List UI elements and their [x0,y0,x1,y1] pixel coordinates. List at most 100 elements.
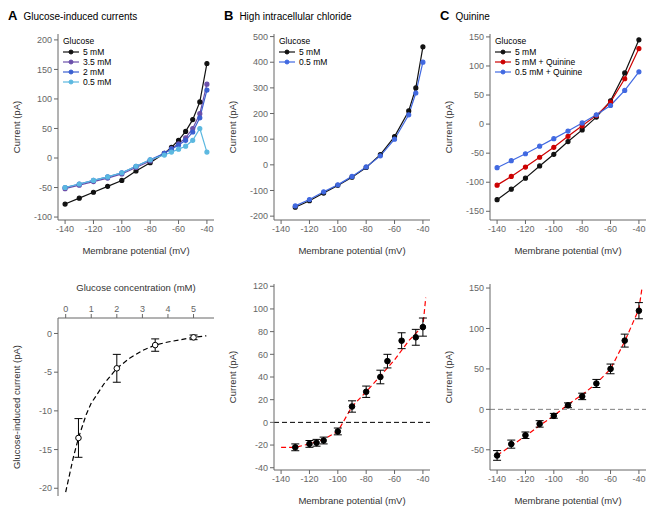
svg-text:-50: -50 [471,148,484,158]
svg-text:150: 150 [469,283,484,293]
svg-text:Current (pA): Current (pA) [11,101,22,153]
svg-text:0: 0 [63,304,68,314]
svg-text:-15: -15 [39,445,52,455]
svg-text:-80: -80 [144,224,157,234]
html-text:Glucose: Glucose [63,36,95,46]
html-text:C Quinine: C Quinine [440,8,490,23]
svg-text:Current (pA): Current (pA) [227,351,238,403]
svg-text:-120: -120 [300,224,318,234]
svg-text:1: 1 [89,304,94,314]
svg-text:40: 40 [258,372,268,382]
svg-text:-200: -200 [250,211,268,221]
svg-text:-120: -120 [516,474,534,484]
html-text:B High intracellular chloride: B High intracellular chloride [224,8,352,23]
svg-text:500: 500 [253,32,268,42]
html-text:A Glucose-induced currents: A Glucose-induced currents [8,8,138,23]
svg-text:-10: -10 [39,406,52,416]
svg-text:80: 80 [258,327,268,337]
svg-text:120: 120 [253,281,268,291]
svg-text:100: 100 [253,304,268,314]
svg-text:-40: -40 [255,463,268,473]
svg-text:2: 2 [114,304,119,314]
svg-text:-20: -20 [39,483,52,493]
svg-text:5: 5 [191,304,196,314]
svg-text:Current (pA): Current (pA) [443,101,454,153]
svg-text:100: 100 [469,324,484,334]
html-text:5 mM: 5 mM [299,47,321,57]
svg-text:-40: -40 [632,474,645,484]
svg-text:-100: -100 [329,474,347,484]
svg-text:-60: -60 [388,224,401,234]
svg-text:-50: -50 [471,445,484,455]
svg-text:-5: -5 [44,367,52,377]
svg-text:-40: -40 [416,474,429,484]
svg-text:-40: -40 [200,224,213,234]
svg-text:50: 50 [474,90,484,100]
svg-text:-40: -40 [632,224,645,234]
svg-text:200: 200 [37,35,52,45]
svg-text:100: 100 [469,61,484,71]
svg-text:150: 150 [37,65,52,75]
svg-text:-100: -100 [113,224,131,234]
svg-text:-100: -100 [545,224,563,234]
svg-text:-60: -60 [388,474,401,484]
svg-text:150: 150 [469,32,484,42]
svg-text:-20: -20 [255,440,268,450]
svg-text:-80: -80 [360,474,373,484]
svg-text:-120: -120 [84,224,102,234]
svg-text:300: 300 [253,83,268,93]
svg-text:-140: -140 [272,224,290,234]
svg-text:Current (pA): Current (pA) [443,351,454,403]
svg-text:-40: -40 [416,224,429,234]
svg-text:20: 20 [258,395,268,405]
svg-text:-140: -140 [56,224,74,234]
svg-text:100: 100 [37,94,52,104]
svg-text:Membrane potential (mV): Membrane potential (mV) [82,245,189,256]
svg-text:50: 50 [42,124,52,134]
svg-text:0: 0 [47,153,52,163]
svg-text:-80: -80 [360,224,373,234]
svg-text:-120: -120 [300,474,318,484]
svg-text:-80: -80 [576,474,589,484]
svg-text:Glucose concentration (mM): Glucose concentration (mM) [76,282,195,293]
html-text:0.5 mM: 0.5 mM [299,57,328,67]
svg-text:0: 0 [47,329,52,339]
svg-text:-100: -100 [466,177,484,187]
svg-text:Membrane potential (mV): Membrane potential (mV) [298,495,405,506]
svg-text:50: 50 [474,364,484,374]
svg-text:Membrane potential (mV): Membrane potential (mV) [298,245,405,256]
svg-text:-150: -150 [466,206,484,216]
svg-text:Membrane potential (mV): Membrane potential (mV) [514,245,621,256]
svg-text:400: 400 [253,57,268,67]
svg-text:-50: -50 [39,183,52,193]
svg-text:3: 3 [140,304,145,314]
svg-text:-100: -100 [250,186,268,196]
svg-text:0: 0 [263,418,268,428]
svg-text:60: 60 [258,350,268,360]
svg-text:Glucose-induced current (pA): Glucose-induced current (pA) [11,345,22,469]
svg-text:4: 4 [165,304,170,314]
html-text:2 mM: 2 mM [83,67,105,77]
svg-text:-80: -80 [576,224,589,234]
svg-text:-100: -100 [34,212,52,222]
html-text:Glucose: Glucose [279,36,311,46]
svg-text:100: 100 [253,134,268,144]
svg-text:-120: -120 [516,224,534,234]
svg-text:-140: -140 [488,224,506,234]
html-text:5 mM: 5 mM [83,47,105,57]
svg-text:-140: -140 [272,474,290,484]
svg-text:200: 200 [253,109,268,119]
svg-text:-60: -60 [604,474,617,484]
svg-text:-60: -60 [604,224,617,234]
svg-text:-140: -140 [488,474,506,484]
svg-text:0: 0 [263,160,268,170]
svg-text:Current (pA): Current (pA) [227,101,238,153]
svg-text:0: 0 [479,405,484,415]
svg-text:-60: -60 [172,224,185,234]
svg-text:-100: -100 [329,224,347,234]
svg-text:-100: -100 [545,474,563,484]
svg-text:0: 0 [479,119,484,129]
html-text:0.5 mM: 0.5 mM [83,77,112,87]
html-text:3.5 mM: 3.5 mM [83,57,112,67]
svg-text:Membrane potential (mV): Membrane potential (mV) [514,495,621,506]
